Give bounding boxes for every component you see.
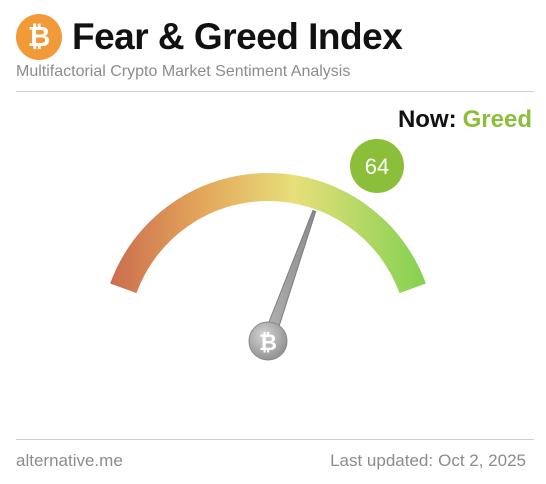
page-title: Fear & Greed Index (72, 16, 403, 57)
page-subtitle: Multifactorial Crypto Market Sentiment A… (16, 63, 351, 80)
gauge-arc (110, 173, 426, 294)
value-badge-text: 64 (365, 154, 389, 179)
logo-glyph: ₿ (27, 20, 51, 53)
gauge: ₿ 64 (110, 139, 426, 361)
footer-divider (16, 439, 534, 440)
value-badge: 64 (350, 139, 404, 193)
value-badge-circle (350, 139, 404, 193)
last-updated-label: Last updated: (330, 451, 434, 470)
classification-label: Greed (462, 106, 532, 133)
last-updated-date: Oct 2, 2025 (438, 451, 526, 470)
current-status: Now: Greed (398, 106, 532, 134)
now-label: Now: (397, 106, 457, 133)
bitcoin-icon: ₿ (16, 14, 62, 60)
source-link[interactable]: alternative.me (16, 451, 123, 470)
header: ₿ Fear & Greed Index (16, 12, 536, 62)
header-divider (16, 91, 534, 92)
bitcoin-icon (248, 321, 288, 361)
hub-glyph: ₿ (259, 331, 277, 356)
gauge-hub: ₿ (248, 321, 288, 361)
last-updated: Last updated: Oct 2, 2025 (330, 451, 526, 471)
